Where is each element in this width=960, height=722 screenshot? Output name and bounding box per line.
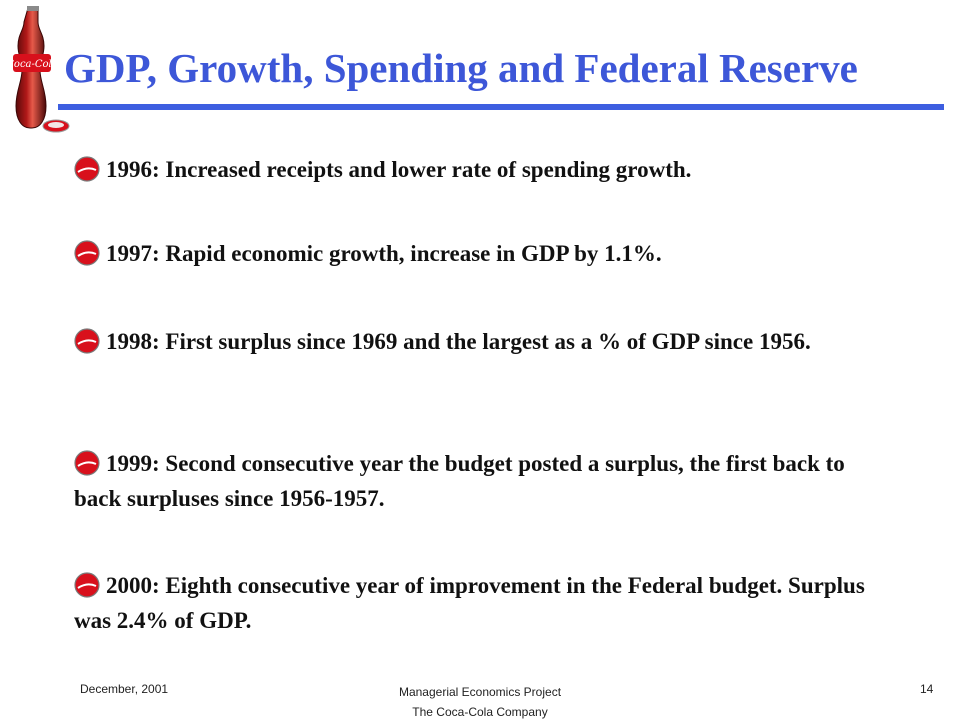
bullet-text: 1996: Increased receipts and lower rate … <box>106 157 692 182</box>
footer-company-name: The Coca-Cola Company <box>412 705 548 719</box>
bullet-item-1998: 1998: First surplus since 1969 and the l… <box>74 324 884 359</box>
bullet-item-1999: 1999: Second consecutive year the budget… <box>74 446 884 516</box>
bullet-item-1996: 1996: Increased receipts and lower rate … <box>74 152 884 187</box>
slide-title: GDP, Growth, Spending and Federal Reserv… <box>64 45 858 91</box>
coca-cola-bottle-cap-icon <box>74 328 100 354</box>
footer-date: December, 2001 <box>80 682 169 696</box>
footer-page-number: 14 <box>920 682 934 696</box>
coca-cola-bottle-cap-icon <box>74 156 100 182</box>
bullet-item-1997: 1997: Rapid economic growth, increase in… <box>74 236 884 271</box>
footer-project: Managerial Economics Project The Coca-Co… <box>0 682 960 722</box>
coca-cola-bottle-cap-icon <box>74 450 100 476</box>
bullet-text: 1998: First surplus since 1969 and the l… <box>106 329 811 354</box>
bullet-text: 1997: Rapid economic growth, increase in… <box>106 241 662 266</box>
coca-cola-bottle-logo-icon: Coca-Cola <box>6 6 70 133</box>
footer-project-name: Managerial Economics Project <box>398 685 562 699</box>
bullet-item-2000: 2000: Eighth consecutive year of improve… <box>74 568 884 638</box>
bullet-text: 1999: Second consecutive year the budget… <box>74 451 845 511</box>
coca-cola-bottle-cap-icon <box>74 572 100 598</box>
bullet-text: 2000: Eighth consecutive year of improve… <box>74 573 865 633</box>
title-underline <box>58 104 944 110</box>
svg-text:Coca-Cola: Coca-Cola <box>6 59 57 70</box>
coca-cola-bottle-cap-icon <box>74 240 100 266</box>
